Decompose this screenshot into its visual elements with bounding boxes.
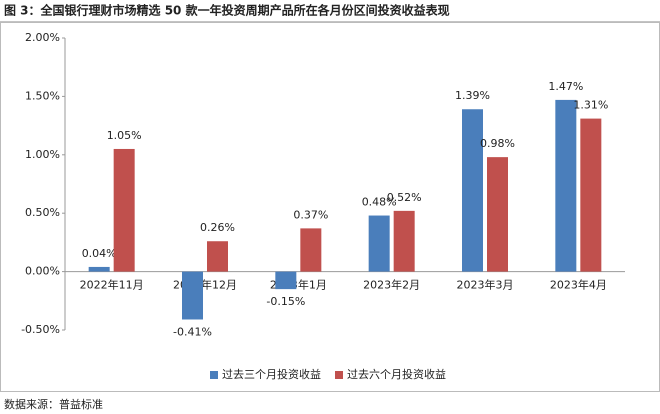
- data-label: 0.04%: [82, 247, 117, 260]
- bar: [580, 118, 602, 272]
- data-label: 0.48%: [362, 196, 397, 209]
- data-label: 0.26%: [200, 221, 235, 234]
- bar: [182, 271, 203, 320]
- chart-title: 图 3：全国银行理财市场精选 50 款一年投资周期产品所在各月份区间投资收益表现: [4, 3, 450, 18]
- y-tick-label: -0.50%: [21, 323, 60, 336]
- bar: [462, 109, 483, 272]
- bar: [393, 210, 415, 272]
- y-tick-label: 2.00%: [25, 31, 60, 44]
- legend-swatch: [335, 371, 343, 379]
- bar: [88, 266, 110, 272]
- data-label: 1.47%: [548, 80, 583, 93]
- data-label: 1.31%: [573, 99, 608, 112]
- x-tick-label: 2023年3月: [457, 278, 514, 292]
- bar: [555, 99, 577, 272]
- legend-label: 过去六个月投资收益: [347, 367, 446, 381]
- data-label: 0.98%: [480, 137, 515, 150]
- bar: [300, 228, 322, 272]
- y-tick-label: 0.00%: [25, 265, 60, 278]
- data-label: 0.52%: [387, 191, 422, 204]
- data-label: 1.39%: [455, 89, 490, 102]
- x-tick-label: 2023年2月: [363, 278, 420, 292]
- legend-swatch: [210, 371, 218, 379]
- x-tick-label: 2023年4月: [550, 278, 607, 292]
- bar: [487, 157, 508, 272]
- legend-label: 过去三个月投资收益: [222, 367, 321, 381]
- bar: [275, 271, 297, 290]
- x-tick-label: 2022年11月: [80, 278, 144, 292]
- y-tick-label: 0.50%: [25, 206, 60, 219]
- bar: [207, 241, 228, 272]
- data-label: 1.05%: [107, 129, 142, 142]
- data-label: -0.41%: [173, 325, 212, 338]
- source: 数据来源：普益标准: [4, 397, 103, 411]
- data-label: 0.37%: [293, 208, 328, 221]
- bar: [113, 148, 135, 272]
- bar: [368, 215, 390, 272]
- y-tick-label: 1.00%: [25, 148, 60, 161]
- data-label: -0.15%: [266, 295, 305, 308]
- y-tick-label: 1.50%: [25, 89, 60, 102]
